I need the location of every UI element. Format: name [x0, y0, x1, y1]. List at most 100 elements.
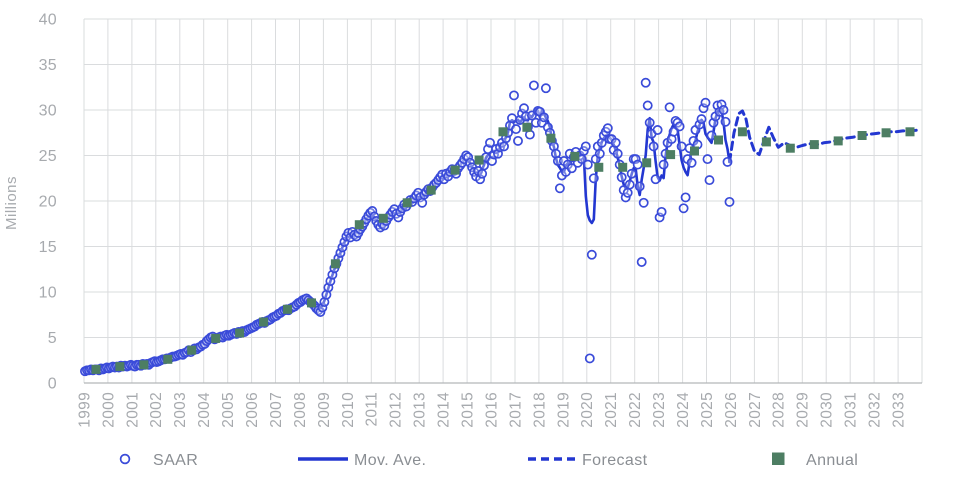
x-tick-label: 2017 — [507, 392, 524, 428]
saar-point — [664, 102, 675, 113]
x-axis-tick-labels: 1999 2000 2001 2002 2003 2004 2005 2006 2007 2008… — [76, 392, 907, 428]
saar-point — [722, 156, 733, 167]
saar-point — [678, 203, 689, 214]
gridlines — [83, 18, 923, 384]
forecast-line — [728, 109, 922, 164]
saar-point — [509, 90, 519, 101]
saar-point — [594, 148, 605, 159]
x-tick-label: 2031 — [843, 392, 860, 428]
x-tick-label: 2012 — [388, 392, 405, 428]
saar-point — [511, 124, 521, 135]
annual-point — [163, 354, 173, 364]
x-tick-label: 2002 — [148, 392, 165, 428]
x-tick-label: 2022 — [627, 392, 644, 428]
saar-point — [612, 148, 623, 159]
annual-point — [594, 162, 604, 172]
annual-point — [426, 185, 436, 195]
saar-point — [616, 172, 627, 183]
x-tick-label: 2028 — [771, 392, 788, 428]
x-tick-label: 2008 — [292, 392, 309, 428]
annual-point — [115, 362, 125, 372]
x-tick-label: 2005 — [220, 392, 237, 428]
annual-markers — [91, 122, 915, 374]
saar-point — [650, 174, 661, 185]
annual-point — [618, 162, 628, 172]
saar-point — [626, 168, 637, 179]
saar-point — [674, 121, 685, 132]
saar-point — [700, 97, 711, 108]
saar-point — [704, 175, 715, 186]
saar-point — [638, 197, 649, 208]
saar-point — [656, 206, 667, 217]
x-tick-label: 2029 — [795, 392, 812, 428]
saar-point — [648, 141, 659, 152]
saar-point — [554, 183, 565, 194]
annual-point — [905, 127, 915, 137]
annual-point — [259, 317, 269, 327]
saar-point — [658, 159, 669, 170]
annual-point — [833, 136, 843, 146]
saar-point — [582, 159, 593, 170]
y-axis-title: Millions — [3, 176, 20, 230]
y-tick-label: 10 — [39, 285, 57, 302]
saar-point — [417, 197, 428, 208]
x-tick-label: 2033 — [891, 392, 908, 428]
saar-point — [584, 353, 595, 364]
saar-point — [624, 179, 635, 190]
saar-point — [477, 168, 488, 179]
saar-point — [588, 173, 599, 184]
x-tick-label: 2000 — [100, 392, 117, 428]
x-tick-label: 2030 — [819, 392, 836, 428]
saar-point — [720, 116, 731, 127]
x-tick-label: 2020 — [579, 392, 596, 428]
legend-forecast-label: Forecast — [582, 452, 648, 469]
saar-point — [528, 80, 539, 91]
saar-point — [676, 141, 687, 152]
annual-point — [570, 151, 580, 161]
saar-point — [519, 103, 529, 114]
annual-point — [761, 137, 771, 147]
x-tick-label: 2018 — [531, 392, 548, 428]
saar-point — [640, 77, 651, 88]
saar-point — [622, 187, 633, 198]
x-tick-label: 2007 — [268, 392, 285, 428]
y-tick-label: 40 — [39, 12, 57, 29]
annual-point — [474, 155, 484, 165]
saar-point — [644, 117, 655, 128]
x-tick-label: 2023 — [651, 392, 668, 428]
annual-point — [139, 360, 149, 370]
annual-point — [402, 198, 412, 208]
x-tick-label: 2006 — [244, 392, 261, 428]
saar-point — [724, 196, 735, 207]
annual-point — [235, 328, 245, 338]
x-tick-label: 2021 — [603, 392, 620, 428]
y-tick-label: 35 — [39, 57, 57, 74]
saar-point — [642, 100, 653, 111]
x-tick-label: 2032 — [867, 392, 884, 428]
annual-point — [785, 143, 795, 153]
saar-point — [680, 192, 691, 203]
saar-point — [586, 249, 597, 260]
x-tick-label: 2009 — [316, 392, 333, 428]
saar-point — [668, 126, 679, 137]
annual-point — [378, 213, 388, 223]
x-tick-label: 1999 — [76, 392, 93, 428]
saar-point — [507, 113, 517, 124]
y-axis-tick-labels: 0 5 10 15 20 25 30 35 40 — [39, 12, 57, 393]
annual-point — [498, 127, 508, 137]
annual-point — [187, 345, 197, 355]
legend-saar-label: SAAR — [153, 452, 198, 469]
saar-point — [566, 163, 577, 174]
annual-point — [283, 304, 292, 314]
annual-point — [354, 220, 364, 230]
saar-point — [702, 154, 713, 165]
legend-movave-label: Mov. Ave. — [354, 452, 426, 469]
x-tick-label: 2011 — [364, 392, 381, 427]
x-tick-label: 2015 — [460, 392, 477, 428]
y-tick-label: 30 — [39, 103, 57, 120]
x-tick-label: 2026 — [723, 392, 740, 428]
saar-point — [602, 123, 613, 134]
x-tick-label: 2013 — [412, 392, 429, 428]
annual-point — [737, 127, 747, 137]
